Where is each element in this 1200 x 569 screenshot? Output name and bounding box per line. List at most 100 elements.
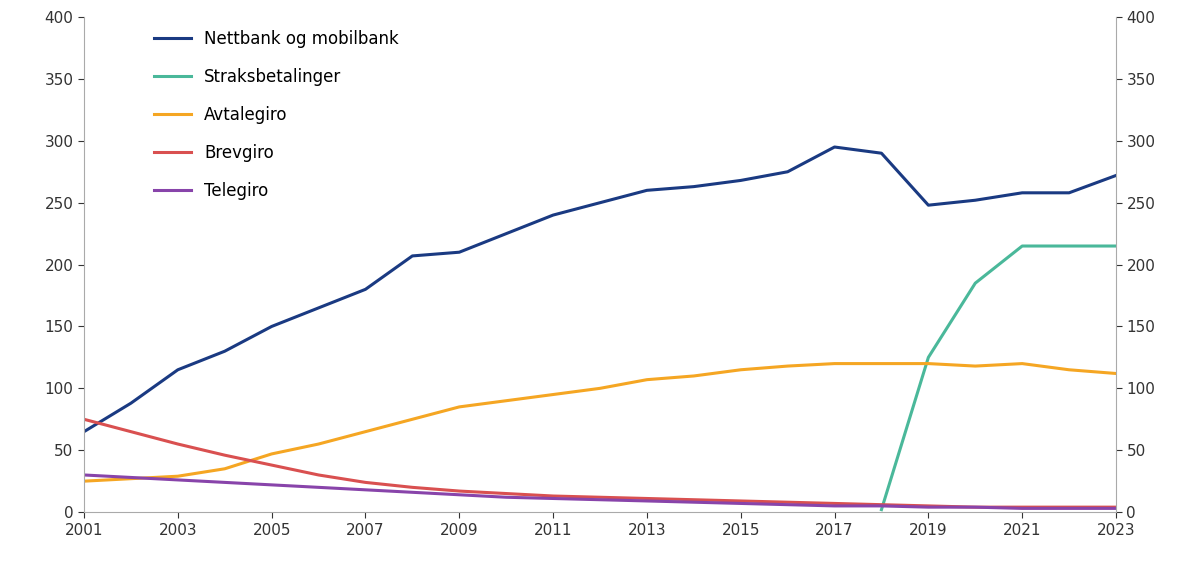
Telegiro bbox=[124, 474, 138, 481]
Nettbank og mobilbank bbox=[499, 230, 514, 237]
Line: Nettbank og mobilbank: Nettbank og mobilbank bbox=[84, 147, 1116, 432]
Telegiro bbox=[546, 495, 560, 502]
Brevgiro bbox=[1109, 504, 1123, 510]
Brevgiro bbox=[311, 472, 325, 479]
Avtalegiro bbox=[452, 403, 467, 410]
Brevgiro bbox=[499, 490, 514, 497]
Nettbank og mobilbank bbox=[640, 187, 654, 194]
Brevgiro bbox=[922, 502, 936, 509]
Brevgiro bbox=[1062, 504, 1076, 510]
Straksbetalinger bbox=[875, 506, 889, 513]
Avtalegiro bbox=[640, 376, 654, 383]
Telegiro bbox=[170, 476, 185, 483]
Telegiro bbox=[311, 484, 325, 490]
Nettbank og mobilbank bbox=[593, 199, 607, 206]
Telegiro bbox=[77, 472, 91, 479]
Telegiro bbox=[499, 494, 514, 501]
Brevgiro bbox=[359, 479, 373, 486]
Telegiro bbox=[733, 500, 748, 507]
Nettbank og mobilbank bbox=[1062, 189, 1076, 196]
Nettbank og mobilbank bbox=[452, 249, 467, 255]
Brevgiro bbox=[124, 428, 138, 435]
Nettbank og mobilbank bbox=[686, 183, 701, 190]
Straksbetalinger bbox=[968, 280, 983, 287]
Avtalegiro bbox=[170, 473, 185, 480]
Avtalegiro bbox=[593, 385, 607, 392]
Telegiro bbox=[875, 502, 889, 509]
Nettbank og mobilbank bbox=[1015, 189, 1030, 196]
Avtalegiro bbox=[406, 416, 420, 423]
Nettbank og mobilbank bbox=[124, 400, 138, 407]
Avtalegiro bbox=[1109, 370, 1123, 377]
Avtalegiro bbox=[780, 362, 794, 369]
Nettbank og mobilbank bbox=[311, 304, 325, 311]
Telegiro bbox=[452, 492, 467, 498]
Avtalegiro bbox=[311, 440, 325, 447]
Brevgiro bbox=[780, 499, 794, 506]
Nettbank og mobilbank bbox=[733, 177, 748, 184]
Brevgiro bbox=[264, 461, 278, 468]
Nettbank og mobilbank bbox=[546, 212, 560, 218]
Avtalegiro bbox=[1062, 366, 1076, 373]
Telegiro bbox=[640, 497, 654, 504]
Brevgiro bbox=[452, 488, 467, 494]
Nettbank og mobilbank bbox=[922, 202, 936, 209]
Nettbank og mobilbank bbox=[264, 323, 278, 330]
Legend: Nettbank og mobilbank, Straksbetalinger, Avtalegiro, Brevgiro, Telegiro: Nettbank og mobilbank, Straksbetalinger,… bbox=[155, 30, 400, 200]
Telegiro bbox=[827, 502, 841, 509]
Nettbank og mobilbank bbox=[968, 197, 983, 204]
Nettbank og mobilbank bbox=[875, 150, 889, 156]
Telegiro bbox=[264, 481, 278, 488]
Telegiro bbox=[406, 489, 420, 496]
Line: Brevgiro: Brevgiro bbox=[84, 419, 1116, 507]
Avtalegiro bbox=[77, 478, 91, 485]
Telegiro bbox=[1109, 505, 1123, 512]
Straksbetalinger bbox=[922, 354, 936, 361]
Avtalegiro bbox=[875, 360, 889, 367]
Brevgiro bbox=[686, 496, 701, 503]
Avtalegiro bbox=[499, 397, 514, 404]
Brevgiro bbox=[827, 500, 841, 507]
Telegiro bbox=[686, 499, 701, 506]
Telegiro bbox=[1062, 505, 1076, 512]
Nettbank og mobilbank bbox=[406, 253, 420, 259]
Avtalegiro bbox=[124, 475, 138, 482]
Brevgiro bbox=[733, 497, 748, 504]
Line: Telegiro: Telegiro bbox=[84, 475, 1116, 508]
Brevgiro bbox=[406, 484, 420, 490]
Telegiro bbox=[359, 486, 373, 493]
Nettbank og mobilbank bbox=[1109, 172, 1123, 179]
Telegiro bbox=[593, 496, 607, 503]
Line: Straksbetalinger: Straksbetalinger bbox=[882, 246, 1116, 510]
Avtalegiro bbox=[1015, 360, 1030, 367]
Brevgiro bbox=[875, 501, 889, 508]
Avtalegiro bbox=[217, 465, 232, 472]
Telegiro bbox=[968, 504, 983, 510]
Avtalegiro bbox=[686, 373, 701, 380]
Brevgiro bbox=[170, 440, 185, 447]
Brevgiro bbox=[593, 494, 607, 501]
Nettbank og mobilbank bbox=[170, 366, 185, 373]
Avtalegiro bbox=[359, 428, 373, 435]
Telegiro bbox=[780, 501, 794, 508]
Brevgiro bbox=[77, 416, 91, 423]
Telegiro bbox=[217, 479, 232, 486]
Brevgiro bbox=[640, 495, 654, 502]
Telegiro bbox=[1015, 505, 1030, 512]
Avtalegiro bbox=[827, 360, 841, 367]
Straksbetalinger bbox=[1062, 242, 1076, 249]
Avtalegiro bbox=[968, 362, 983, 369]
Line: Avtalegiro: Avtalegiro bbox=[84, 364, 1116, 481]
Telegiro bbox=[922, 504, 936, 510]
Avtalegiro bbox=[546, 391, 560, 398]
Avtalegiro bbox=[733, 366, 748, 373]
Nettbank og mobilbank bbox=[359, 286, 373, 293]
Avtalegiro bbox=[264, 451, 278, 457]
Straksbetalinger bbox=[1015, 242, 1030, 249]
Brevgiro bbox=[968, 504, 983, 510]
Nettbank og mobilbank bbox=[780, 168, 794, 175]
Nettbank og mobilbank bbox=[77, 428, 91, 435]
Straksbetalinger bbox=[1109, 242, 1123, 249]
Avtalegiro bbox=[922, 360, 936, 367]
Nettbank og mobilbank bbox=[827, 143, 841, 150]
